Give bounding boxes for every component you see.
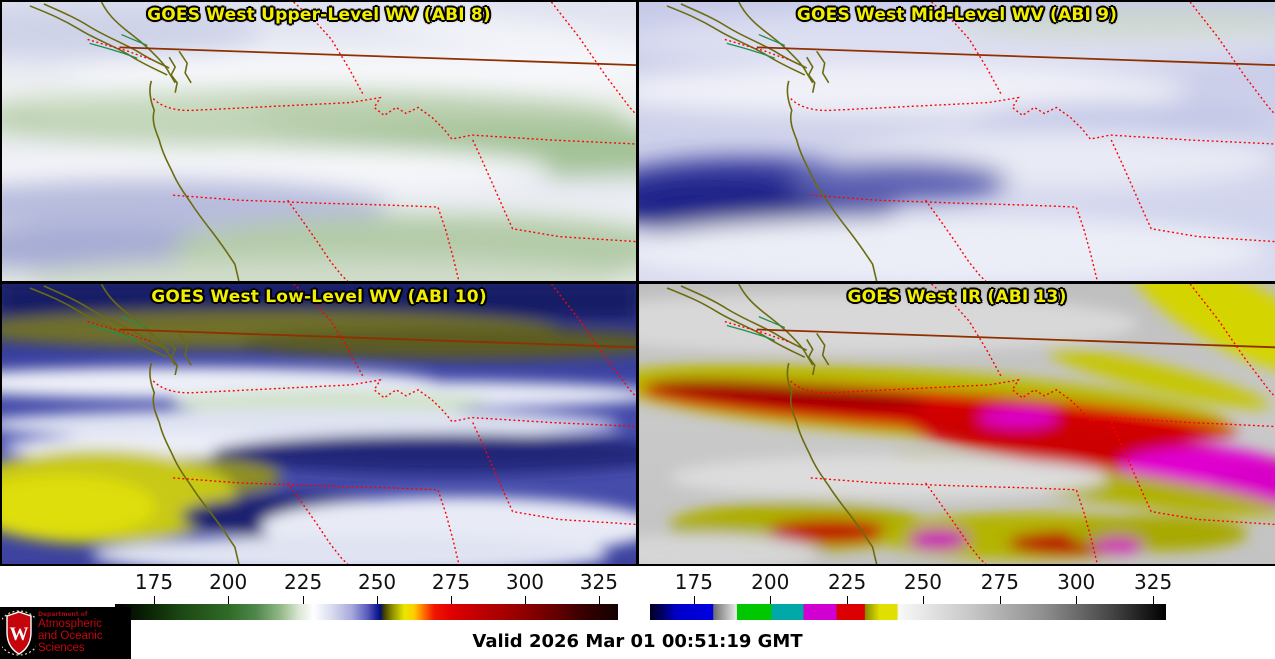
panel-title-abi8: GOES West Upper-Level WV (ABI 8) xyxy=(147,5,491,25)
ir-tick-label-175: 175 xyxy=(674,570,713,594)
logo-line-atmospheric: Atmospheric xyxy=(38,618,102,631)
wv-colorbar-tickmarks xyxy=(115,595,618,604)
wv-tick-label-275: 275 xyxy=(431,570,471,594)
ir-colorbar: 175 200 225 250 275 300 325 xyxy=(650,570,1172,626)
panel-title-abi10: GOES West Low-Level WV (ABI 10) xyxy=(151,287,487,307)
ir-tick-label-325: 325 xyxy=(1134,570,1173,594)
wv-tick-label-300: 300 xyxy=(505,570,545,594)
ir-tick-label-250: 250 xyxy=(903,570,943,594)
ir-tick-label-225: 225 xyxy=(828,570,867,594)
uw-aos-logo: W Department of Atmospheric and Oceanic … xyxy=(0,607,131,659)
satellite-image-abi10 xyxy=(2,284,636,564)
ir-tick-label-275: 275 xyxy=(980,570,1019,594)
wv-tick-label-200: 200 xyxy=(209,570,248,594)
wv-tick-label-225: 225 xyxy=(284,570,323,594)
svg-text:W: W xyxy=(10,624,29,645)
panel-title-abi13: GOES West IR (ABI 13) xyxy=(847,287,1067,307)
satellite-image-abi9 xyxy=(639,2,1275,281)
wv-tick-label-175: 175 xyxy=(134,570,174,594)
satellite-image-abi13 xyxy=(639,284,1275,564)
panel-low-level-wv: GOES West Low-Level WV (ABI 10) xyxy=(2,284,636,564)
logo-line-oceanic: and Oceanic Sciences xyxy=(38,630,103,655)
ir-tick-label-200: 200 xyxy=(751,570,790,594)
wv-colorbar: 175 200 225 250 275 300 325 xyxy=(115,570,618,626)
logo-dept-of: Department of xyxy=(38,610,88,618)
ir-colorbar-gradient xyxy=(650,604,1166,620)
ir-colorbar-tickmarks xyxy=(650,595,1166,604)
ir-colorbar-labels: 175 200 225 250 275 300 325 xyxy=(650,570,1172,595)
satellite-image-abi8 xyxy=(2,2,636,281)
wv-tick-label-250: 250 xyxy=(357,570,397,594)
panel-mid-level-wv: GOES West Mid-Level WV (ABI 9) xyxy=(639,2,1275,281)
panel-upper-level-wv: GOES West Upper-Level WV (ABI 8) xyxy=(2,2,636,281)
valid-timestamp: Valid 2026 Mar 01 00:51:19 GMT xyxy=(472,631,803,652)
satellite-panel-grid: GOES West Upper-Level WV (ABI 8) xyxy=(0,0,1275,566)
uw-crest-icon: W xyxy=(2,610,36,656)
ir-tick-label-300: 300 xyxy=(1057,570,1096,594)
panel-ir: GOES West IR (ABI 13) xyxy=(639,284,1275,564)
uw-aos-logo-text: Department of Atmospheric and Oceanic Sc… xyxy=(36,610,131,655)
wv-colorbar-gradient xyxy=(115,604,618,620)
panel-title-abi9: GOES West Mid-Level WV (ABI 9) xyxy=(796,5,1118,25)
footer-strip: 175 200 225 250 275 300 325 175 200 225 … xyxy=(0,567,1275,659)
wv-colorbar-labels: 175 200 225 250 275 300 325 xyxy=(115,570,618,595)
wv-tick-label-325: 325 xyxy=(579,570,618,594)
